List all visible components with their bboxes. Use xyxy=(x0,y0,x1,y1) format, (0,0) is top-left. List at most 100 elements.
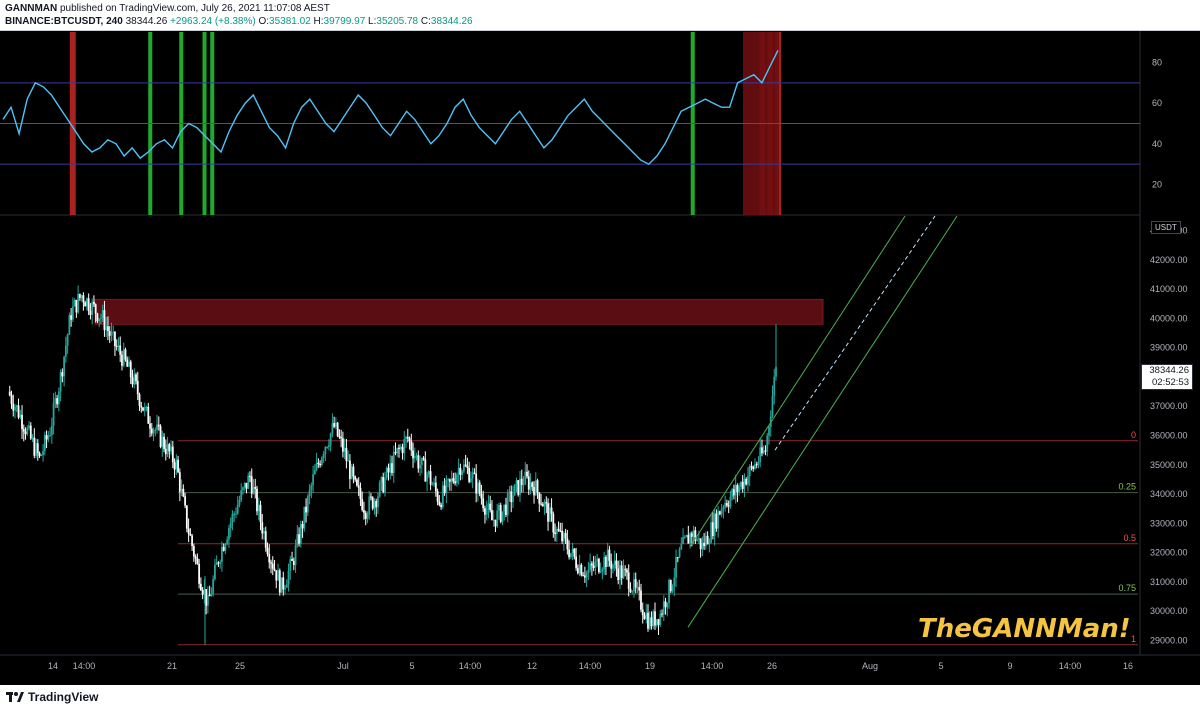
candle-body xyxy=(505,504,507,516)
candle xyxy=(631,590,634,595)
candle xyxy=(22,424,25,442)
candle xyxy=(296,525,299,548)
candle xyxy=(257,497,260,521)
candle xyxy=(448,478,451,491)
candle xyxy=(680,537,683,551)
candle-body xyxy=(627,572,630,589)
chart-canvas[interactable]: 8060402000.250.50.75143000.0042000.00410… xyxy=(0,31,1200,685)
candle xyxy=(82,292,85,311)
candle xyxy=(598,557,600,574)
candle-body xyxy=(133,374,136,385)
candle-body xyxy=(531,482,534,488)
candle-body xyxy=(24,431,27,435)
candle xyxy=(19,409,22,420)
candle-body xyxy=(319,463,322,466)
publisher-name[interactable]: GANNMAN xyxy=(5,3,58,14)
candle xyxy=(340,429,343,448)
candle-body xyxy=(78,294,81,299)
candle xyxy=(354,475,357,482)
candle-body xyxy=(187,528,190,534)
fib-level-label: 1 xyxy=(1131,634,1136,644)
candle-body xyxy=(371,497,374,509)
candle xyxy=(108,325,111,343)
candle xyxy=(738,482,741,496)
candle-body xyxy=(603,557,606,570)
candle-body xyxy=(93,301,95,305)
candle-body xyxy=(354,476,357,480)
candle xyxy=(331,413,334,438)
candle xyxy=(454,472,457,486)
candle-body xyxy=(261,522,264,534)
candle xyxy=(178,468,181,502)
candle-body xyxy=(342,438,344,452)
candle-body xyxy=(733,489,735,496)
candle xyxy=(240,483,243,503)
candle xyxy=(482,490,485,512)
candle-body xyxy=(394,452,397,454)
candle-body xyxy=(334,422,337,427)
candle xyxy=(740,481,742,491)
candle xyxy=(87,293,90,316)
candle-body xyxy=(599,571,602,573)
candle-body xyxy=(280,577,283,593)
candle xyxy=(568,540,570,560)
candle xyxy=(154,427,157,437)
candle xyxy=(399,443,402,451)
candle xyxy=(231,510,234,531)
candle-body xyxy=(470,478,472,482)
candle-body xyxy=(747,476,749,485)
candle-body xyxy=(177,459,179,473)
candle xyxy=(747,466,749,492)
candle xyxy=(624,565,627,577)
candle xyxy=(175,454,178,475)
candle-body xyxy=(491,510,493,521)
open-value: 35381.02 xyxy=(269,16,311,27)
candle xyxy=(329,432,332,452)
candle-body xyxy=(555,528,558,535)
candle xyxy=(715,509,718,532)
chart-header: GANNMAN published on TradingView.com, Ju… xyxy=(0,0,1200,31)
candle xyxy=(226,536,229,546)
candle-body xyxy=(650,617,653,627)
candle-body xyxy=(392,452,395,474)
candle xyxy=(26,425,29,436)
candle-body xyxy=(775,366,777,377)
candle-body xyxy=(63,356,66,377)
candle xyxy=(671,584,674,594)
candle-body xyxy=(378,482,381,497)
candle-body xyxy=(131,377,134,385)
candle xyxy=(371,496,374,511)
candle-body xyxy=(19,414,22,418)
candle xyxy=(292,557,295,571)
candle-body xyxy=(164,448,167,455)
candle xyxy=(699,538,702,558)
candle xyxy=(64,336,67,363)
candle xyxy=(466,457,469,475)
candle-body xyxy=(64,345,67,357)
candle xyxy=(720,504,723,518)
candle-body xyxy=(384,478,386,493)
tradingview-logo[interactable]: TradingView xyxy=(6,690,98,704)
candle-body xyxy=(750,466,753,468)
candle-body xyxy=(671,586,674,592)
candle-body xyxy=(443,485,446,494)
candle xyxy=(75,299,78,318)
candle xyxy=(519,471,521,502)
candle xyxy=(683,535,686,539)
candle-body xyxy=(741,481,744,489)
candle xyxy=(582,572,585,577)
time-tick-label: 9 xyxy=(1007,661,1012,671)
candle xyxy=(320,456,323,467)
candle xyxy=(49,427,51,437)
candle-body xyxy=(745,478,748,485)
candle-body xyxy=(619,565,621,581)
candle-body xyxy=(613,560,616,565)
candle xyxy=(629,582,632,594)
candle xyxy=(590,561,593,576)
candle-body xyxy=(494,519,497,527)
candle xyxy=(14,404,16,419)
candle xyxy=(199,577,202,592)
candle xyxy=(194,554,197,565)
candle xyxy=(384,471,386,497)
candle xyxy=(398,444,400,458)
